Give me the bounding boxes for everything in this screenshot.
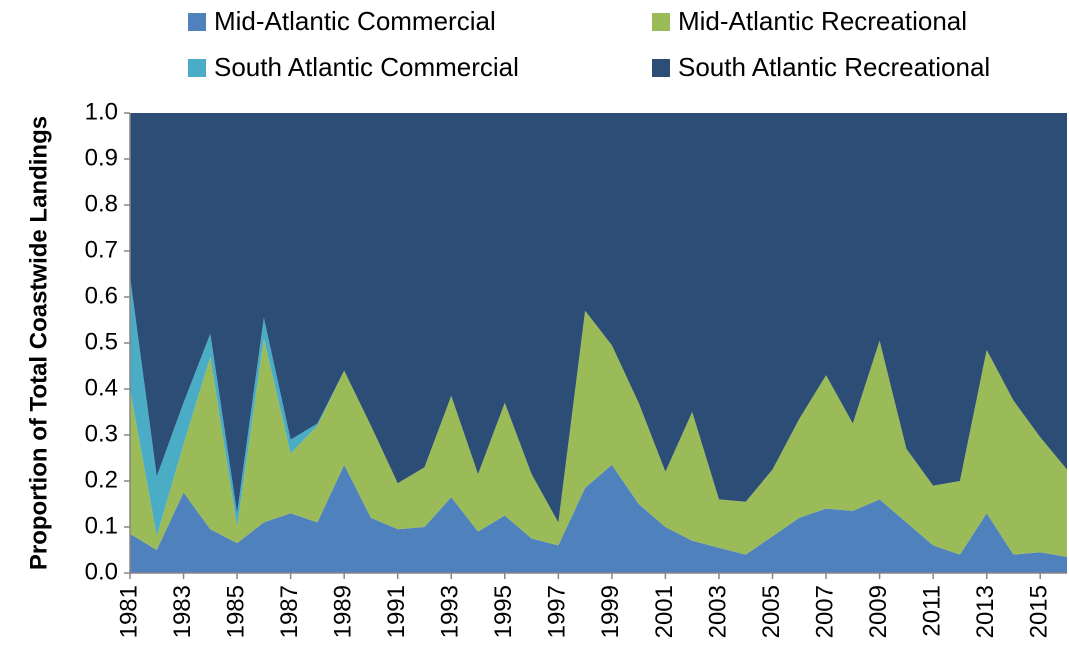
x-tick-label: 1987 xyxy=(276,585,303,638)
y-tick-label: 0.3 xyxy=(85,420,118,447)
legend-label: South Atlantic Commercial xyxy=(214,52,519,82)
x-tick-label: 1989 xyxy=(330,585,357,638)
y-tick-label: 1.0 xyxy=(85,98,118,125)
legend-swatch xyxy=(188,13,206,31)
x-tick-label: 2005 xyxy=(758,585,785,638)
x-tick-label: 2007 xyxy=(811,585,838,638)
x-tick-label: 1993 xyxy=(437,585,464,638)
area xyxy=(130,464,1067,573)
y-tick-label: 0.5 xyxy=(85,328,118,355)
x-tick-label: 2003 xyxy=(704,585,731,638)
x-tick-label: 1991 xyxy=(383,585,410,638)
y-tick-label: 0.7 xyxy=(85,236,118,263)
y-tick-label: 0.6 xyxy=(85,282,118,309)
y-tick-label: 0.8 xyxy=(85,190,118,217)
legend-swatch xyxy=(652,13,670,31)
x-tick-label: 2001 xyxy=(651,585,678,638)
legend-swatch xyxy=(652,59,670,77)
legend-label: Mid-Atlantic Recreational xyxy=(678,6,967,36)
x-tick-label: 2013 xyxy=(972,585,999,638)
y-tick-label: 0.2 xyxy=(85,466,118,493)
x-tick-label: 2015 xyxy=(1026,585,1053,638)
legend-label: Mid-Atlantic Commercial xyxy=(214,6,496,36)
x-tick-label: 1995 xyxy=(490,585,517,638)
x-tick-label: 1981 xyxy=(115,585,142,638)
area xyxy=(130,113,1067,523)
x-tick-label: 1999 xyxy=(597,585,624,638)
area xyxy=(130,310,1067,557)
y-tick-label: 0.1 xyxy=(85,512,118,539)
y-tick-label: 0.9 xyxy=(85,144,118,171)
x-tick-label: 1997 xyxy=(544,585,571,638)
x-tick-label: 2011 xyxy=(918,585,945,637)
y-axis-label: Proportion of Total Coastwide Landings xyxy=(25,116,52,570)
legend-label: South Atlantic Recreational xyxy=(678,52,990,82)
y-tick-label: 0.0 xyxy=(85,558,118,585)
x-tick-label: 2009 xyxy=(865,585,892,638)
x-tick-label: 1983 xyxy=(169,585,196,638)
y-tick-label: 0.4 xyxy=(85,374,118,401)
x-tick-label: 1985 xyxy=(222,585,249,638)
legend-swatch xyxy=(188,59,206,77)
